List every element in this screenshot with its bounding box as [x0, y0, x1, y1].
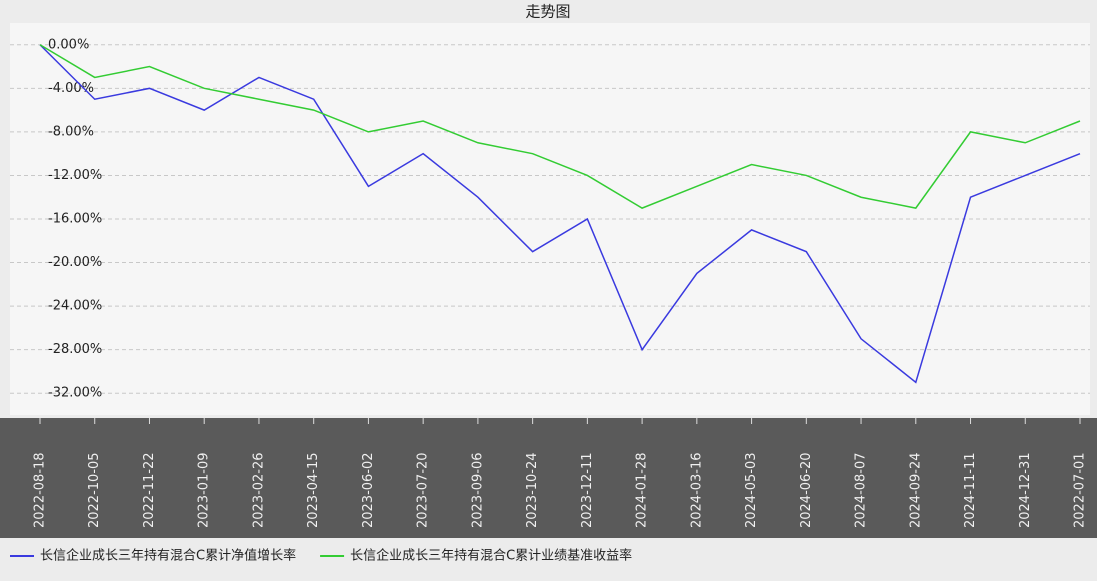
x-tick-label: 2022-08-18	[33, 452, 48, 528]
y-tick-label: -32.00%	[48, 386, 102, 401]
x-tick-label: 2024-01-28	[635, 452, 650, 528]
chart: 走势图 长信企业成长三年持有混合C累计净值增长率 长信企业成长三年持有混合C累计业…	[0, 0, 1097, 581]
y-tick-label: -28.00%	[48, 342, 102, 357]
x-tick-label: 2024-09-24	[908, 452, 923, 528]
x-tick-label: 2024-08-07	[854, 452, 869, 528]
y-tick-label: -4.00%	[48, 81, 94, 96]
y-tick-label: -24.00%	[48, 299, 102, 314]
legend-label: 长信企业成长三年持有混合C累计业绩基准收益率	[350, 548, 632, 564]
y-tick-label: -8.00%	[48, 124, 94, 139]
x-tick-label: 2024-06-20	[799, 452, 814, 528]
x-tick-label: 2024-03-16	[689, 452, 704, 528]
x-tick-label: 2023-10-24	[525, 452, 540, 528]
x-tick-label: 2023-01-09	[197, 452, 212, 528]
legend-label: 长信企业成长三年持有混合C累计净值增长率	[40, 548, 296, 564]
x-tick-label: 2023-04-15	[306, 452, 321, 528]
x-tick-label: 2024-12-31	[1018, 452, 1033, 528]
x-tick-label: 2024-11-11	[963, 452, 978, 528]
y-tick-label: -12.00%	[48, 168, 102, 183]
y-tick-label: -16.00%	[48, 212, 102, 227]
y-tick-label: -20.00%	[48, 255, 102, 270]
x-tick-label: 2023-06-02	[361, 452, 376, 528]
x-tick-label: 2023-12-11	[580, 452, 595, 528]
x-tick-label: 2024-05-03	[744, 452, 759, 528]
x-tick-label: 2022-07-01	[1073, 452, 1088, 528]
x-tick-label: 2023-09-06	[470, 452, 485, 528]
x-tick-label: 2023-07-20	[416, 452, 431, 528]
x-tick-label: 2023-02-26	[251, 452, 266, 528]
x-tick-label: 2022-11-22	[142, 452, 157, 528]
x-tick-label: 2022-10-05	[87, 452, 102, 528]
chart-title: 走势图	[525, 3, 570, 21]
x-axis-band	[0, 418, 1097, 538]
y-tick-label: 0.00%	[48, 37, 89, 52]
